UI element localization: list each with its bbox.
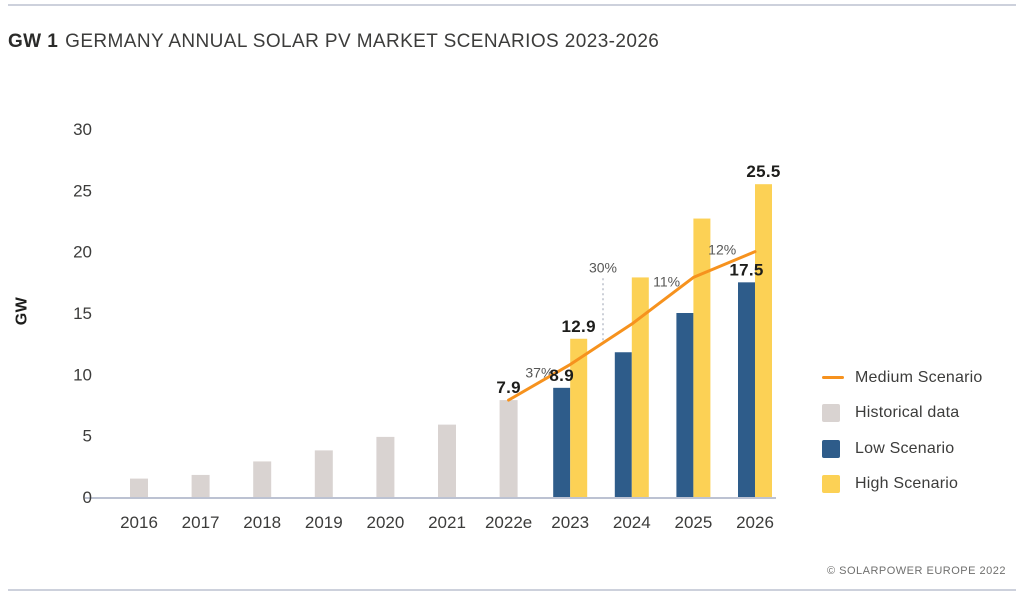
bar-historical-2017	[191, 474, 210, 497]
bar-low-2025	[676, 313, 694, 497]
x-tick-label-2018: 2018	[243, 513, 281, 532]
legend-item-low-scenario: Low Scenario	[822, 431, 983, 467]
value-label-8.9: 8.9	[549, 366, 574, 385]
copyright-text: © SOLARPOWER EUROPE 2022	[826, 565, 1006, 577]
bar-historical-2021	[438, 424, 456, 497]
legend-item-medium-scenario: Medium Scenario	[822, 360, 983, 396]
low-scenario-swatch-icon	[822, 439, 840, 458]
y-tick-label-15: 15	[73, 304, 92, 323]
x-tick-label-2020: 2020	[366, 513, 404, 532]
growth-annotation-11%: 11%	[653, 274, 680, 290]
bar-historical-2020	[376, 436, 395, 497]
y-tick-label-5: 5	[83, 427, 92, 446]
legend-label: Historical data	[855, 404, 960, 422]
value-label-17.5: 17.5	[729, 260, 763, 279]
x-tick-label-2022e: 2022e	[485, 513, 532, 532]
y-tick-label-10: 10	[73, 365, 92, 384]
bar-historical-2019	[314, 450, 333, 497]
bar-historical-2016	[130, 478, 148, 497]
bar-high-2026	[755, 184, 772, 497]
x-tick-label-2016: 2016	[120, 513, 158, 532]
legend-label: Medium Scenario	[855, 368, 983, 386]
x-tick-label-2024: 2024	[613, 513, 651, 532]
bar-low-2024	[614, 352, 632, 497]
bar-low-2026	[738, 282, 755, 497]
x-tick-label-2025: 2025	[674, 513, 712, 532]
legend-item-historical-data: Historical data	[822, 396, 983, 432]
legend: Medium Scenario Historical data Low Scen…	[822, 360, 983, 502]
y-tick-label-30: 30	[73, 120, 92, 139]
bottom-divider	[8, 589, 1016, 591]
bar-low-2023	[553, 387, 571, 497]
chart-title-text: GERMANY ANNUAL SOLAR PV MARKET SCENARIOS…	[65, 31, 660, 52]
x-tick-label-2017: 2017	[182, 513, 220, 532]
chart-title-prefix: GW 1	[8, 31, 59, 52]
bar-high-2023	[570, 338, 588, 497]
growth-annotation-12%: 12%	[708, 242, 736, 258]
bar-high-2025	[693, 218, 711, 497]
bar-high-2024	[631, 277, 649, 497]
medium-scenario-line	[507, 250, 757, 402]
growth-annotation-37%: 37%	[525, 364, 553, 380]
historical-swatch-icon	[822, 404, 840, 423]
bar-historical-2022e	[499, 400, 518, 497]
y-tick-label-20: 20	[73, 243, 92, 262]
value-label-12.9: 12.9	[562, 317, 596, 336]
legend-label: Low Scenario	[855, 439, 955, 457]
high-scenario-swatch-icon	[822, 475, 840, 494]
value-label-25.5: 25.5	[746, 162, 780, 181]
x-tick-label-2026: 2026	[736, 513, 774, 532]
bar-historical-2018	[253, 461, 272, 497]
medium-scenario-line-swatch-icon	[822, 376, 844, 380]
x-tick-label-2021: 2021	[428, 513, 466, 532]
top-divider	[8, 4, 1016, 6]
chart-title: GW 1 GERMANY ANNUAL SOLAR PV MARKET SCEN…	[8, 31, 659, 53]
growth-annotation-30%: 30%	[589, 259, 617, 275]
y-tick-label-25: 25	[73, 181, 92, 200]
legend-label: High Scenario	[855, 475, 959, 493]
value-label-7.9: 7.9	[496, 378, 521, 397]
legend-item-high-scenario: High Scenario	[822, 467, 983, 503]
x-tick-label-2019: 2019	[305, 513, 343, 532]
x-tick-label-2023: 2023	[551, 513, 589, 532]
y-tick-label-0: 0	[83, 488, 92, 507]
